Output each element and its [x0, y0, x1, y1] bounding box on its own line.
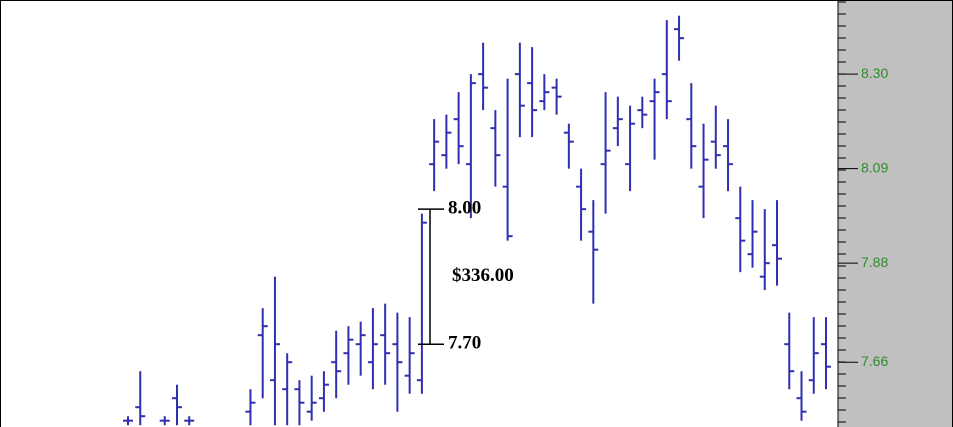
measure-high-label: 8.00	[448, 198, 481, 219]
y-tick-label: 8.09	[861, 159, 888, 175]
axis-panel	[838, 0, 953, 427]
y-tick-label: 8.30	[861, 65, 888, 81]
measure-low-label: 7.70	[448, 333, 481, 354]
y-tick-label: 7.66	[861, 353, 888, 369]
plot	[123, 15, 831, 426]
y-tick-label: 7.88	[861, 254, 888, 270]
measure-value: $336.00	[452, 265, 514, 286]
